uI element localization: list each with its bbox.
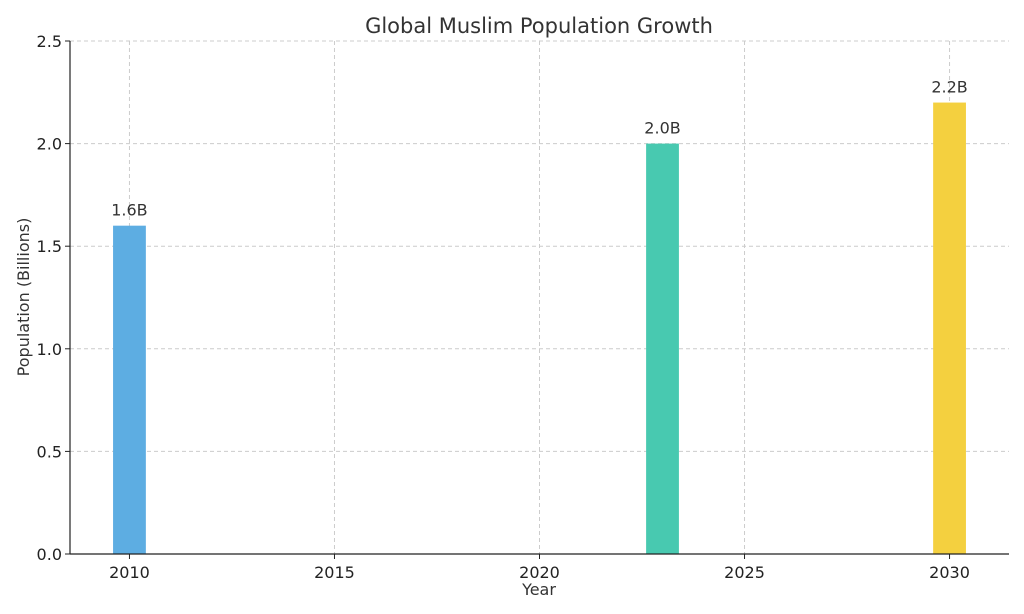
y-tick-label: 1.5 (37, 237, 62, 256)
x-tick-label: 2020 (519, 563, 560, 582)
x-tick-label: 2030 (929, 563, 970, 582)
bar-value-label: 2.0B (644, 119, 680, 138)
bar-2010 (113, 225, 146, 554)
bar-2023 (646, 143, 679, 554)
chart-title: Global Muslim Population Growth (365, 14, 713, 38)
y-tick-label: 2.5 (37, 32, 62, 51)
bar-value-label: 1.6B (111, 201, 147, 220)
y-tick-label: 1.0 (37, 340, 62, 359)
x-tick-label: 2010 (109, 563, 150, 582)
y-tick-label: 0.0 (37, 545, 62, 564)
bar-2030 (933, 102, 966, 554)
y-tick-label: 0.5 (37, 442, 62, 461)
y-axis-label: Population (Billions) (14, 218, 33, 377)
x-axis-label: Year (521, 580, 556, 599)
data-labels: 1.6B 2.0B 2.2B (111, 78, 968, 220)
grid (70, 40, 1009, 555)
y-tick-label: 2.0 (37, 135, 62, 154)
axes (65, 40, 1009, 559)
bars (113, 102, 966, 554)
x-tick-label: 2015 (314, 563, 355, 582)
tick-labels: 0.0 0.5 1.0 1.5 2.0 2.5 2010 2015 2020 2025 2030 (37, 32, 970, 582)
x-tick-label: 2025 (724, 563, 765, 582)
bar-value-label: 2.2B (931, 78, 967, 97)
